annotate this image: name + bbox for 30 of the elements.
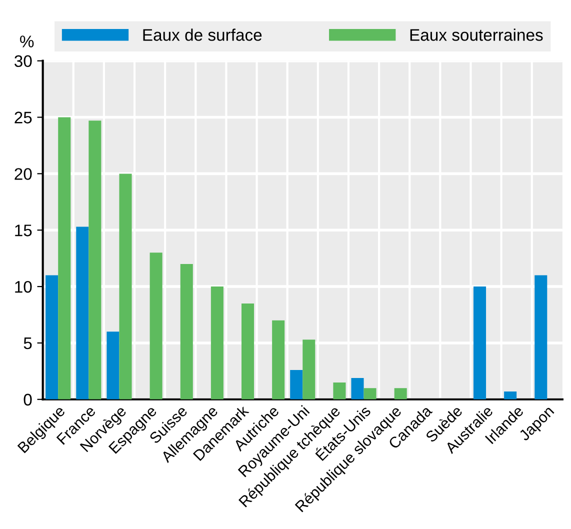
bar <box>106 332 120 400</box>
y-axis-title: % <box>20 36 34 48</box>
bar <box>242 303 254 400</box>
y-tick-label: 20 <box>14 168 32 180</box>
bar <box>46 275 58 400</box>
y-tick-label: 5 <box>24 338 32 350</box>
bar <box>150 252 162 400</box>
bar <box>504 391 517 400</box>
y-tick-label: 25 <box>14 112 32 124</box>
legend-label: Eaux souterraines <box>410 28 543 41</box>
bar <box>76 226 89 400</box>
bar <box>119 174 132 400</box>
bar <box>534 275 548 400</box>
bar <box>180 264 193 400</box>
bar <box>333 382 346 400</box>
bar <box>351 378 364 400</box>
bar <box>302 340 316 400</box>
y-tick-label: 10 <box>15 280 32 293</box>
bar <box>272 320 285 400</box>
bar <box>473 286 486 400</box>
bar <box>364 388 376 400</box>
legend-label: Eaux de surface <box>143 28 262 41</box>
y-tick-label: 0 <box>24 394 32 406</box>
bar <box>210 286 224 400</box>
y-tick-label: 15 <box>15 224 32 236</box>
y-tick-label: 30 <box>14 55 32 68</box>
bar <box>58 117 71 400</box>
bar <box>290 370 303 400</box>
bar <box>88 120 102 400</box>
bar <box>394 388 407 400</box>
